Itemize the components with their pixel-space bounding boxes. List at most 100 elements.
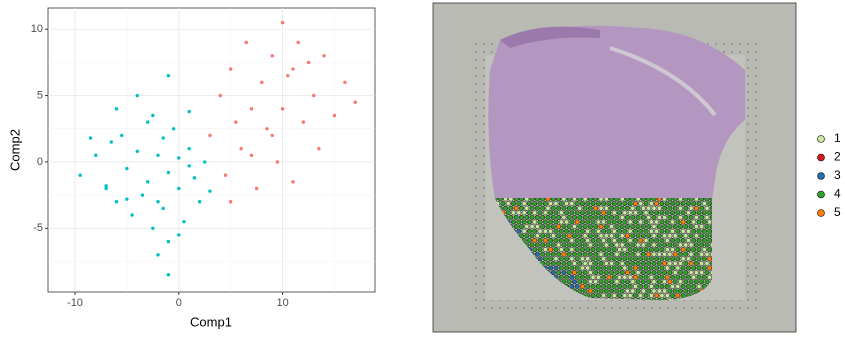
- spot: [524, 214, 530, 220]
- spot: [609, 270, 615, 276]
- spot: [601, 210, 607, 216]
- spot: [662, 224, 668, 230]
- spot: [527, 201, 532, 207]
- spot: [553, 210, 559, 216]
- spot: [686, 201, 691, 207]
- spot: [670, 228, 675, 234]
- spot: [598, 279, 604, 285]
- point: [114, 200, 119, 204]
- spot: [537, 247, 543, 253]
- spot: [625, 288, 630, 294]
- legend-key: [817, 172, 825, 180]
- spot: [598, 205, 604, 211]
- spot: [603, 270, 609, 276]
- spot: [534, 242, 540, 248]
- spot: [511, 201, 516, 207]
- spot: [622, 256, 628, 262]
- point: [120, 133, 124, 138]
- spot: [566, 224, 572, 230]
- spot: [534, 214, 540, 220]
- spot: [686, 247, 691, 253]
- point: [187, 109, 191, 114]
- point: [135, 149, 139, 154]
- spot: [654, 247, 660, 253]
- spot: [566, 242, 572, 248]
- spot: [654, 274, 660, 280]
- legend-key: [817, 209, 825, 217]
- spot: [688, 242, 694, 248]
- spot: [664, 283, 670, 289]
- spot: [654, 210, 660, 216]
- spot: [542, 219, 548, 225]
- spot: [659, 247, 665, 253]
- spot: [601, 265, 607, 271]
- spot: [550, 251, 556, 257]
- spot: [572, 233, 577, 239]
- spot: [651, 279, 657, 285]
- spot: [585, 274, 591, 280]
- spot: [630, 242, 636, 248]
- point: [197, 200, 202, 204]
- spot: [617, 283, 622, 289]
- point: [166, 239, 171, 244]
- spot: [569, 201, 575, 207]
- spot: [601, 228, 607, 234]
- spot: [651, 198, 657, 202]
- spot: [701, 247, 707, 253]
- spot: [606, 265, 612, 271]
- point: [94, 153, 98, 158]
- spot: [707, 219, 712, 225]
- spot: [542, 237, 548, 243]
- spot: [540, 251, 546, 257]
- spot: [580, 283, 585, 289]
- spot: [640, 214, 646, 220]
- spot: [511, 219, 516, 225]
- spot: [680, 274, 686, 280]
- spot: [582, 214, 588, 220]
- spot: [611, 237, 617, 243]
- spot: [558, 210, 564, 216]
- spot: [651, 242, 657, 248]
- spot: [564, 256, 569, 262]
- spot: [545, 205, 551, 211]
- spot: [606, 201, 612, 207]
- spot: [678, 242, 683, 248]
- spot: [640, 297, 646, 300]
- spot: [537, 237, 543, 243]
- spot: [572, 270, 577, 276]
- spot: [614, 224, 620, 230]
- x-tick-label: -10: [67, 297, 83, 309]
- spot: [516, 210, 522, 216]
- spot: [662, 198, 668, 202]
- spot: [585, 228, 591, 234]
- spot: [635, 279, 641, 285]
- spot: [633, 247, 638, 253]
- spot: [635, 270, 641, 276]
- spot: [701, 237, 707, 243]
- spot: [566, 233, 572, 239]
- spot: [548, 201, 554, 207]
- spot: [511, 210, 516, 216]
- spot: [680, 228, 686, 234]
- spot: [556, 198, 562, 202]
- spot: [598, 270, 604, 276]
- spot: [603, 251, 609, 257]
- spot: [519, 233, 524, 239]
- spot: [686, 265, 691, 271]
- spot: [505, 201, 511, 207]
- spot: [574, 274, 580, 280]
- spot: [672, 288, 678, 294]
- spot: [633, 283, 638, 289]
- spot: [545, 214, 551, 220]
- spot: [701, 265, 707, 271]
- spot: [574, 283, 580, 289]
- spot: [638, 293, 644, 299]
- spot: [635, 233, 641, 239]
- spot: [630, 297, 636, 300]
- point: [343, 80, 347, 85]
- spot: [672, 205, 678, 211]
- spot: [662, 251, 668, 257]
- spot: [664, 228, 670, 234]
- spot: [675, 210, 681, 216]
